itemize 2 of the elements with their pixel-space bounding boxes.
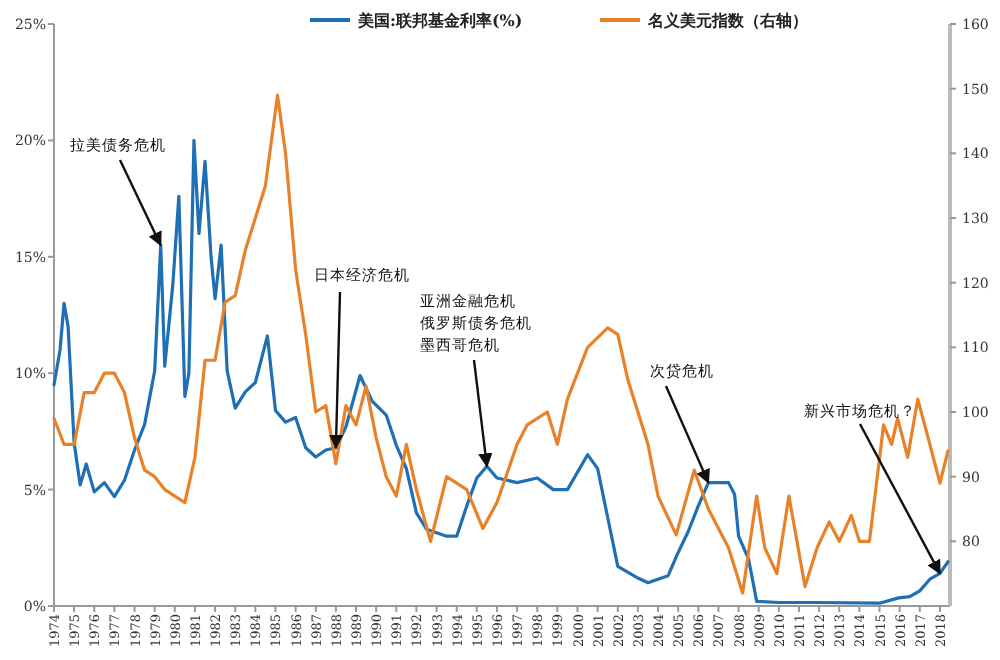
legend-label: 美国:联邦基金利率(%) [356, 10, 523, 30]
legend-label: 名义美元指数（右轴） [646, 10, 808, 30]
